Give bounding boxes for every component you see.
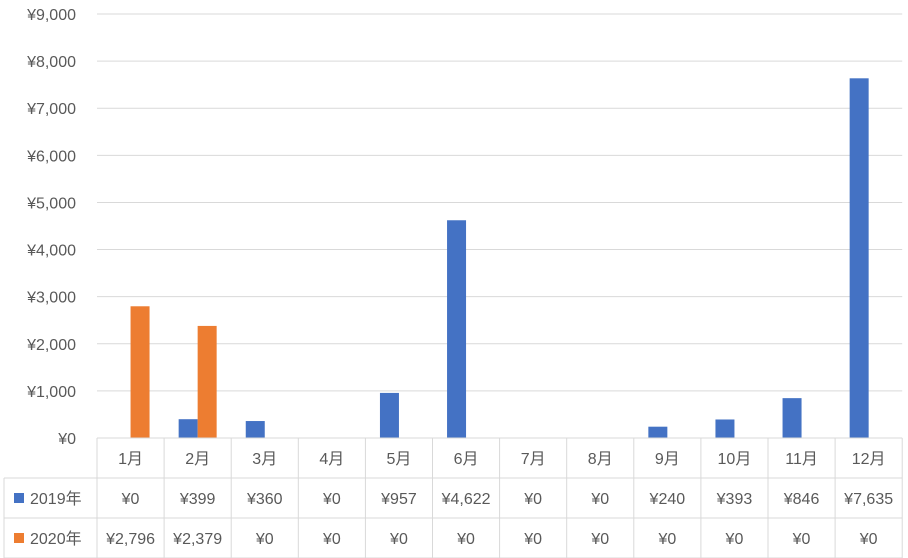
y-tick-label: ¥8,000 xyxy=(26,54,76,71)
data-label: ¥393 xyxy=(716,491,753,508)
y-tick-label: ¥6,000 xyxy=(26,148,76,165)
data-label: ¥0 xyxy=(859,531,878,548)
plot-area xyxy=(130,78,869,438)
bar-series1 xyxy=(782,398,802,438)
y-tick-label: ¥7,000 xyxy=(26,101,76,118)
category-label: 11月 xyxy=(785,451,818,468)
bar-series2 xyxy=(197,325,217,438)
data-label: ¥399 xyxy=(179,491,216,508)
bar-series1 xyxy=(379,392,399,438)
data-label: ¥0 xyxy=(389,531,408,548)
category-label: 2月 xyxy=(185,451,210,468)
legend-label: 2020年 xyxy=(30,530,82,548)
category-label: 5月 xyxy=(386,451,411,468)
category-label: 4月 xyxy=(319,451,344,468)
data-label: ¥0 xyxy=(792,531,811,548)
y-axis: ¥0 ¥1,000 ¥2,000 ¥3,000 ¥4,000 ¥5,000 ¥6,000 ¥7… xyxy=(26,7,76,448)
bar-series1 xyxy=(648,426,668,438)
data-label: ¥0 xyxy=(322,531,341,548)
data-label: ¥0 xyxy=(657,531,676,548)
legend-key xyxy=(14,533,24,543)
data-label: ¥7,635 xyxy=(843,491,893,508)
gridlines xyxy=(97,13,903,392)
legend-label: 2019年 xyxy=(30,490,82,508)
data-label: ¥0 xyxy=(523,531,542,548)
y-tick-label: ¥0 xyxy=(57,431,76,448)
bar-series1 xyxy=(447,220,467,438)
data-label: ¥0 xyxy=(590,491,609,508)
data-label: ¥0 xyxy=(456,531,475,548)
data-label: ¥0 xyxy=(255,531,274,548)
category-label: 6月 xyxy=(454,451,479,468)
category-label: 7月 xyxy=(521,451,546,468)
category-label: 9月 xyxy=(655,451,680,468)
data-label: ¥360 xyxy=(246,491,283,508)
y-tick-label: ¥3,000 xyxy=(26,290,76,307)
y-tick-label: ¥4,000 xyxy=(26,243,76,260)
category-label: 3月 xyxy=(252,451,277,468)
data-label: ¥957 xyxy=(380,491,417,508)
data-label: ¥0 xyxy=(725,531,744,548)
category-label: 12月 xyxy=(852,451,886,468)
data-label: ¥846 xyxy=(783,491,820,508)
bar-series1 xyxy=(715,419,735,438)
data-label: ¥4,622 xyxy=(441,491,491,508)
category-label: 1月 xyxy=(118,451,143,468)
data-label: ¥2,796 xyxy=(105,531,155,548)
data-label: ¥0 xyxy=(590,531,609,548)
category-label: 10月 xyxy=(718,451,752,468)
bar-series2 xyxy=(130,306,150,438)
y-tick-label: ¥5,000 xyxy=(26,195,76,212)
data-table: 1月 2月 3月 4月 5月 6月 7月 8月 9月 10月 11月 12月 2019年 ¥0 ¥399 ¥3… xyxy=(3,437,903,558)
legend-key xyxy=(14,493,24,503)
y-tick-label: ¥9,000 xyxy=(26,7,76,24)
y-tick-label: ¥2,000 xyxy=(26,337,76,354)
data-label: ¥0 xyxy=(322,491,341,508)
bar-series1 xyxy=(245,421,265,438)
data-label: ¥0 xyxy=(121,491,140,508)
bar-series1 xyxy=(849,78,869,438)
data-label: ¥240 xyxy=(649,491,686,508)
y-tick-label: ¥1,000 xyxy=(26,384,76,401)
data-label: ¥0 xyxy=(523,491,542,508)
category-label: 8月 xyxy=(588,451,613,468)
data-label: ¥2,379 xyxy=(172,531,222,548)
bar-series1 xyxy=(178,419,198,438)
